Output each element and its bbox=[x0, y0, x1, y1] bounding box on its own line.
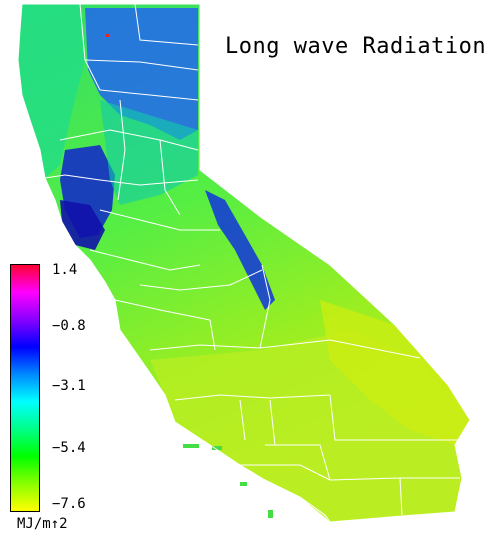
red-pixel-marker bbox=[106, 34, 109, 37]
legend-tick-4: −5.4 bbox=[52, 440, 86, 456]
sierra-blue-strip bbox=[205, 190, 275, 310]
legend-tick-top: 1.4 bbox=[52, 262, 78, 278]
county-boundaries bbox=[44, 3, 460, 516]
legend-tick-3: −3.1 bbox=[52, 378, 86, 394]
legend-units: MJ/m↑2 bbox=[17, 516, 68, 532]
desert-region bbox=[320, 300, 470, 445]
legend-tick-2: −0.8 bbox=[52, 318, 86, 334]
north-coast-region bbox=[18, 4, 85, 178]
color-legend-bar bbox=[10, 264, 40, 512]
legend-tick-bottom: −7.6 bbox=[52, 496, 86, 512]
central-cyan-region bbox=[100, 100, 198, 205]
channel-island bbox=[183, 444, 199, 448]
map-title: Long wave Radiation bbox=[225, 34, 487, 59]
state-outline bbox=[17, 3, 471, 523]
channel-island bbox=[212, 446, 222, 450]
channel-island bbox=[268, 510, 273, 518]
channel-island bbox=[240, 482, 247, 486]
